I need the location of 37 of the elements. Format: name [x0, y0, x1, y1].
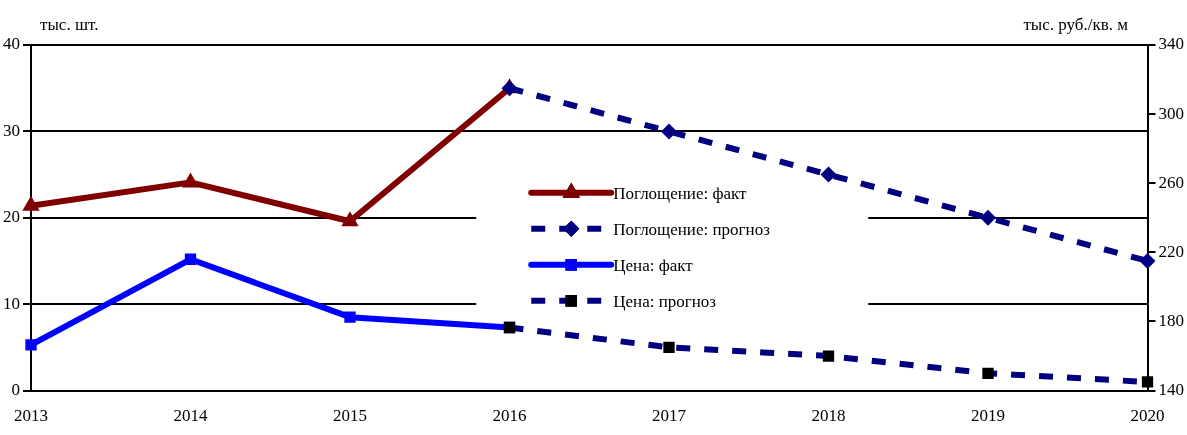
y-tick-label: 10 [3, 293, 20, 313]
y2-tick-label: 180 [1158, 310, 1184, 330]
point [820, 166, 837, 183]
point [822, 350, 835, 362]
x-tick-label: 2016 [492, 406, 527, 426]
x-tick-label: 2019 [971, 406, 1005, 426]
x-tick-label: 2018 [811, 406, 846, 426]
point [982, 367, 994, 379]
point [1139, 253, 1156, 269]
legend-label: Поглощение: факт [613, 184, 748, 204]
y-tick-label: 40 [3, 34, 20, 54]
y2-tick-label: 220 [1158, 241, 1184, 261]
y-tick-label: 20 [3, 207, 20, 227]
point [661, 123, 677, 140]
point [344, 311, 356, 323]
x-tick-label: 2013 [14, 406, 48, 426]
point [1141, 376, 1154, 388]
x-tick-label: 2014 [173, 406, 208, 426]
legend-label: Цена: прогноз [613, 292, 717, 312]
y2-axis-title: тыс. руб./кв. м [1023, 15, 1129, 34]
point [663, 341, 675, 354]
point [980, 209, 996, 226]
y2-tick-label: 300 [1158, 103, 1184, 123]
y2-tick-label: 340 [1158, 34, 1184, 54]
y2-tick-label: 140 [1158, 380, 1184, 400]
x-tick-label: 2015 [333, 406, 367, 426]
legend-label: Поглощение: прогноз [613, 220, 771, 240]
y-tick-label: 0 [11, 380, 20, 400]
x-tick-label: 2017 [652, 406, 687, 426]
point [184, 253, 197, 265]
y2-tick-label: 260 [1158, 172, 1184, 192]
legend-label: Цена: факт [613, 256, 694, 276]
y-tick-label: 30 [3, 120, 20, 140]
point [25, 339, 37, 351]
y-axis-title: тыс. шт. [40, 15, 99, 34]
point [341, 211, 359, 227]
x-tick-label: 2020 [1130, 406, 1165, 426]
